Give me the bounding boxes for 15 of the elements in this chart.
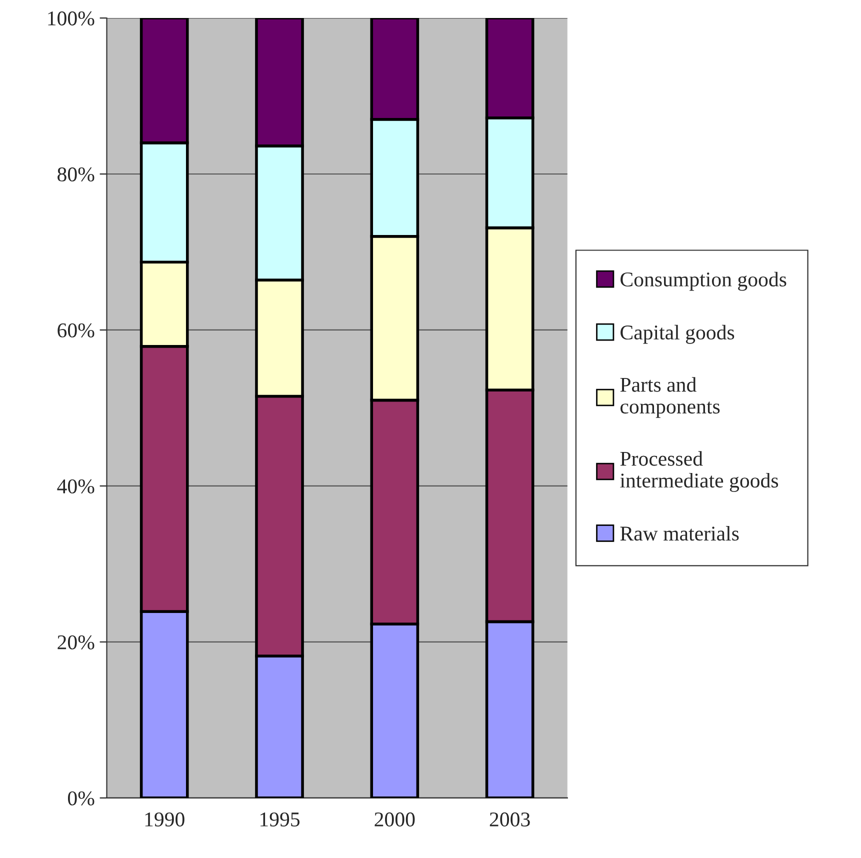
legend-label: Raw materials (620, 526, 739, 541)
y-tick-label: 100% (48, 11, 94, 26)
x-tick-label: 1995 (260, 812, 300, 826)
y-tick-label: 20% (58, 635, 94, 650)
x-tick-label: 1990 (145, 812, 184, 826)
x-tick-label: 2003 (490, 812, 530, 826)
legend-label: Capital goods (620, 324, 734, 344)
y-tick-label: 60% (58, 323, 94, 338)
y-tick-label: 40% (57, 479, 94, 494)
legend-label: Parts and components (620, 377, 720, 418)
legend-label: Processed intermediate goods (620, 451, 778, 492)
y-tick-label: 80% (58, 167, 94, 182)
legend-label: Consumption goods (620, 272, 786, 291)
x-tick-label: 2000 (374, 812, 415, 826)
y-tick-label: 0% (68, 791, 94, 806)
